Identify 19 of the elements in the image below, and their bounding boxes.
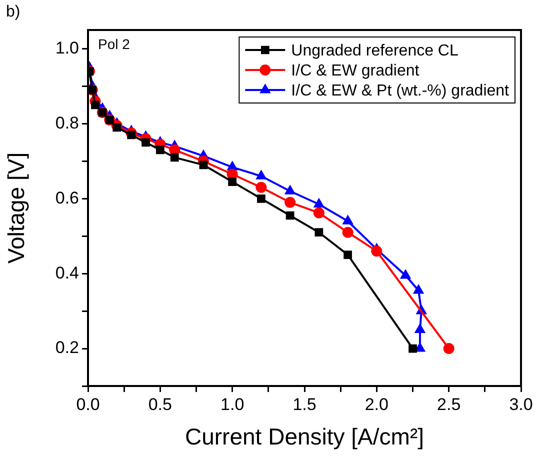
y-tick-label: 0.8 [55, 113, 79, 132]
legend-label: I/C & EW & Pt (wt.-%) gradient [291, 82, 510, 100]
y-axis-title: Voltage [V] [3, 152, 30, 264]
x-tick-label: 3.0 [509, 394, 533, 414]
x-tick-label: 2.0 [364, 394, 388, 414]
legend-label: I/C & EW gradient [291, 62, 420, 80]
x-tick-label: 2.5 [437, 394, 461, 414]
y-tick-label: 1.0 [55, 38, 79, 58]
legend-label: Ungraded reference CL [291, 42, 458, 60]
annotation: Pol 2 [98, 36, 130, 52]
y-tick-label: 0.2 [55, 338, 79, 358]
x-tick-label: 1.0 [220, 394, 244, 414]
x-tick-label: 0.5 [148, 394, 172, 414]
y-tick-label: 0.6 [55, 188, 79, 208]
text: b) [6, 3, 20, 20]
y-tick-label: 0.4 [55, 263, 79, 282]
x-axis-title: Current Density [A/cm²] [185, 424, 424, 450]
x-tick-label: 0.0 [76, 394, 100, 414]
x-tick-label: 1.5 [292, 394, 316, 414]
